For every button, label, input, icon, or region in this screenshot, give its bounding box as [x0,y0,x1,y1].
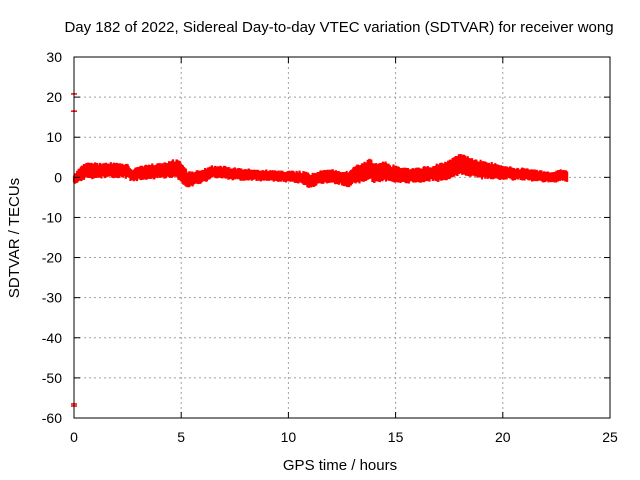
x-tick-label: 20 [495,429,511,445]
y-tick-label: 0 [54,169,62,185]
y-tick-label: -50 [42,370,62,386]
x-tick-label: 5 [177,429,185,445]
x-tick-label: 0 [70,429,78,445]
y-tick-label: 30 [46,49,62,65]
y-tick-label: -10 [42,209,62,225]
x-tick-label: 10 [281,429,297,445]
x-tick-label: 25 [602,429,618,445]
y-axis-label: SDTVAR / TECUs [6,178,23,298]
x-axis-label: GPS time / hours [283,457,397,474]
tick-labels: 0 5 10 15 20 25 30 20 10 0 -10 -20 -30 -40 -50 -60 [42,49,618,445]
y-tick-label: -20 [42,250,62,266]
y-tick-label: -60 [42,410,62,426]
y-tick-label: 20 [46,89,62,105]
series-layer [72,153,569,188]
ticks [73,56,611,419]
y-tick-label: -30 [42,290,62,306]
y-tick-label: 10 [46,129,62,145]
y-tick-label: -40 [42,330,62,346]
plot-frame [73,56,611,419]
chart-title: Day 182 of 2022, Sidereal Day-to-day VTE… [64,19,613,36]
x-tick-label: 15 [388,429,404,445]
